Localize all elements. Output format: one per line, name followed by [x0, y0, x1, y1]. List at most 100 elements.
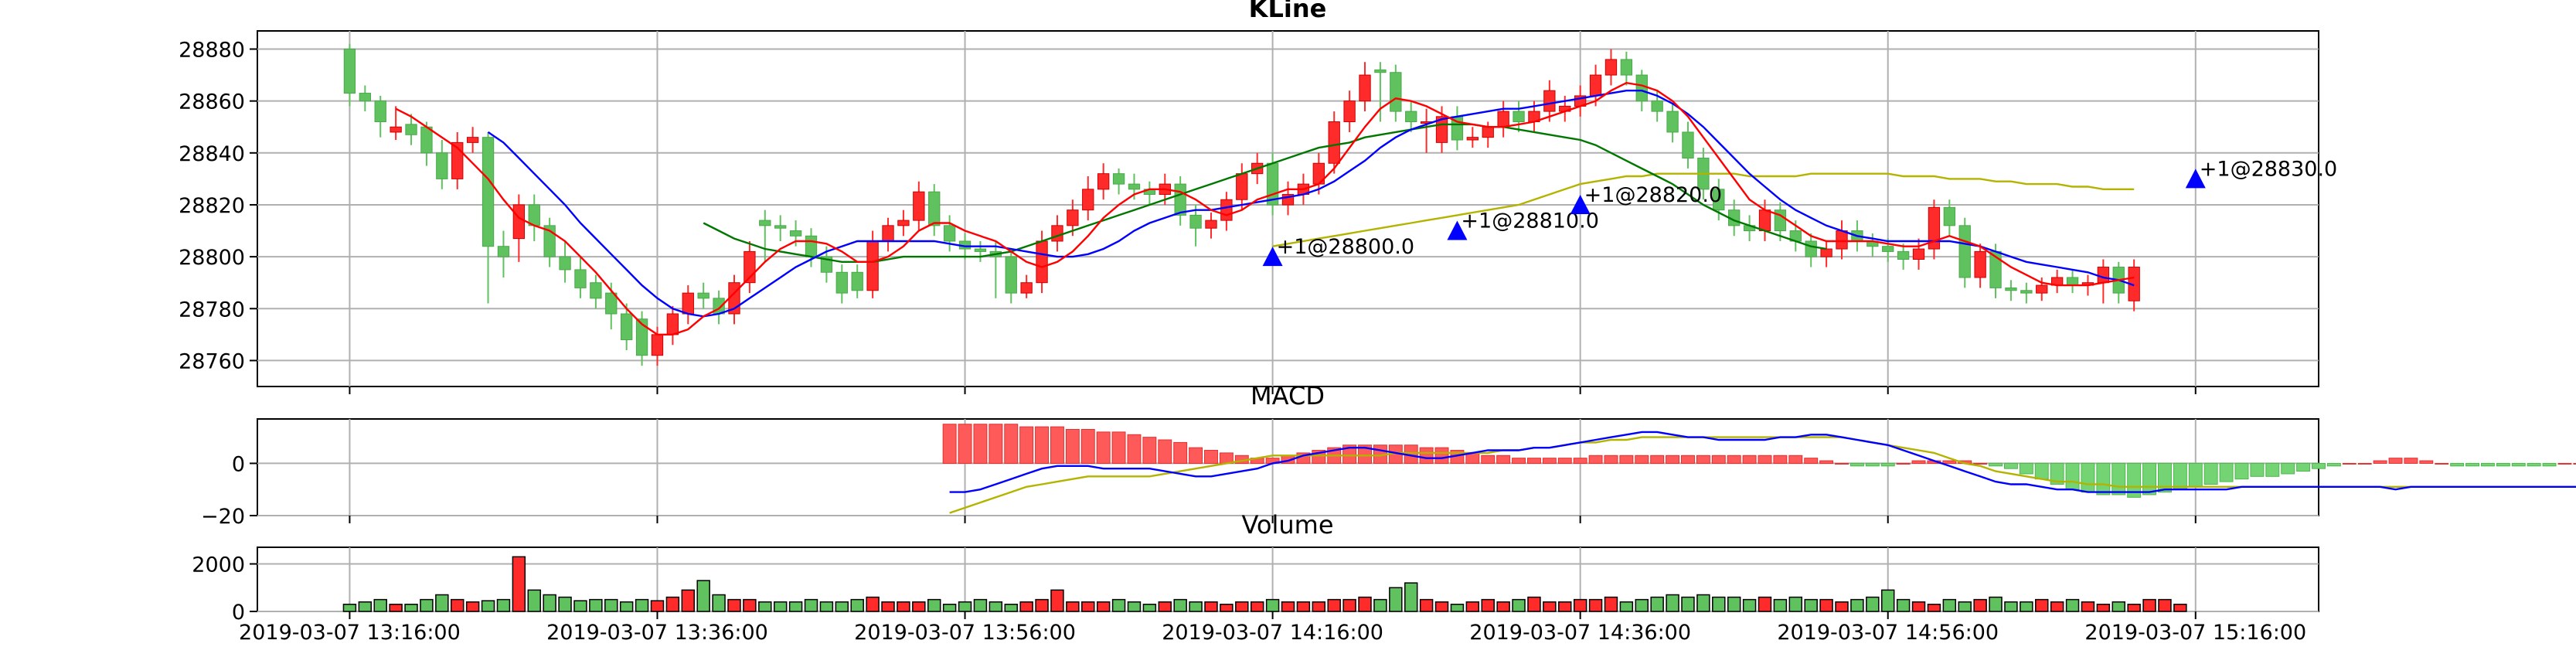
volume-bar — [1835, 601, 1849, 612]
macd-histogram-bar — [1635, 455, 1649, 464]
ma-red-line — [395, 81, 2135, 335]
volume-bar — [1066, 601, 1080, 612]
kline-candle-body — [1067, 209, 1079, 226]
kline-candle-body — [1958, 225, 1971, 278]
kline-signals: +1@28800.0+1@28810.0+1@28820.0+1@28830.0 — [1262, 157, 2337, 267]
volume-bar — [1911, 601, 1926, 612]
kline-candle-body — [1359, 74, 1371, 102]
volume-bar — [1773, 598, 1788, 612]
kline-candle-body — [343, 49, 356, 94]
kline-candle-body — [1343, 100, 1356, 123]
volume-bar — [1958, 601, 1972, 612]
macd-histogram-bar — [2450, 462, 2465, 467]
macd-histogram-bar — [2542, 462, 2557, 467]
volume-bar — [1481, 598, 1495, 612]
kline-candle-body — [1620, 59, 1633, 76]
kline-candle-body — [1635, 74, 1648, 102]
volume-bar — [1404, 582, 1418, 612]
volume-bar — [1158, 601, 1172, 612]
macd-histogram-bar — [1189, 447, 1203, 464]
macd-histogram-bar — [2480, 462, 2495, 467]
volume-bar — [2035, 598, 2049, 612]
ma-yellow-line — [1272, 172, 2135, 247]
kline-candle-body — [1128, 183, 1141, 190]
kline-candle-body — [1928, 206, 1941, 250]
volume-y-ticks: 0 2000 — [192, 553, 257, 625]
macd-histogram-bar — [2173, 462, 2187, 490]
macd-histogram-bar — [1342, 444, 1357, 464]
volume-bar — [1788, 596, 1803, 612]
macd-histogram-bar — [1666, 455, 1680, 464]
signal-marker — [1570, 194, 1591, 214]
volume-bar — [1096, 601, 1111, 612]
volume-bar — [404, 604, 418, 612]
kline-candle-body — [1189, 214, 1202, 229]
macd-histogram-bar — [1942, 460, 1957, 464]
macd-histogram-bar — [1880, 462, 1895, 467]
volume-bar — [342, 604, 357, 612]
macd-histogram-bar — [2404, 458, 2418, 464]
volume-title: Volume — [1241, 510, 1333, 540]
volume-bar — [1173, 598, 1187, 612]
macd-histogram-bar — [1773, 455, 1788, 464]
volume-x-ticks: 2019-03-07 13:16:00 2019-03-07 13:36:00 20… — [239, 611, 2306, 645]
macd-histogram-bar — [1788, 455, 1803, 464]
volume-bar — [2065, 598, 2080, 612]
volume-bar — [1127, 601, 1142, 612]
kline-candle-body — [2097, 267, 2110, 284]
volume-bar — [1358, 596, 1372, 612]
kline-y-tick-label: 28820 — [179, 194, 245, 218]
volume-bar — [1327, 598, 1341, 612]
volume-bar — [1927, 604, 1941, 612]
volume-bar — [635, 598, 649, 612]
macd-histogram-bar — [1973, 462, 1988, 465]
kline-candle-body — [559, 256, 571, 271]
kline-candle-body — [1682, 131, 1694, 159]
volume-bar — [573, 600, 587, 612]
kline-y-tick-label: 28880 — [179, 39, 245, 63]
kline-candle-body — [405, 124, 417, 135]
volume-bar — [2004, 601, 2018, 612]
volume-bar — [1220, 604, 1234, 612]
kline-x-tick-marks — [349, 386, 2197, 394]
macd-histogram-bar — [2326, 462, 2341, 467]
kline-candle-body — [1036, 240, 1048, 284]
volume-bar — [758, 601, 772, 612]
volume-bar — [1850, 598, 1864, 612]
kline-candle-body — [1604, 59, 1618, 76]
volume-bar — [451, 598, 464, 612]
kline-candle-body — [1897, 250, 1910, 260]
volume-bar — [819, 601, 834, 612]
kline-candle-body — [2005, 287, 2017, 291]
kline-axes-frame — [257, 30, 2319, 387]
volume-bar — [1942, 598, 1957, 612]
volume-bar — [589, 598, 603, 612]
macd-histogram-bar — [1758, 455, 1772, 464]
macd-histogram-bar — [2373, 460, 2387, 464]
volume-bar — [1712, 596, 1726, 612]
kline-candle-body — [359, 93, 371, 102]
volume-bar — [373, 598, 387, 612]
volume-bar — [1973, 598, 1987, 612]
kline-candle-body — [1051, 225, 1063, 242]
kline-candle-body — [482, 137, 495, 247]
kline-candle-body — [943, 225, 956, 242]
volume-bar — [788, 601, 803, 612]
volume-bar — [1881, 589, 1895, 612]
volume-bar — [1650, 596, 1664, 612]
kline-candle-body — [1220, 199, 1233, 221]
volume-bar — [1265, 598, 1280, 612]
kline-candle-body — [789, 230, 802, 237]
macd-histogram-bar — [2496, 462, 2510, 467]
volume-bar — [927, 598, 941, 612]
volume-bar — [743, 598, 757, 612]
kline-candle-body — [1943, 206, 1955, 226]
macd-histogram-bar — [1573, 458, 1587, 464]
macd-y-tick-label: 0 — [232, 452, 245, 476]
kline-candle-body — [2036, 284, 2048, 294]
macd-histogram-bar — [2127, 462, 2142, 498]
volume-bar — [958, 601, 972, 612]
volume-bar — [804, 598, 818, 612]
macd-histogram-bar — [2112, 462, 2126, 495]
